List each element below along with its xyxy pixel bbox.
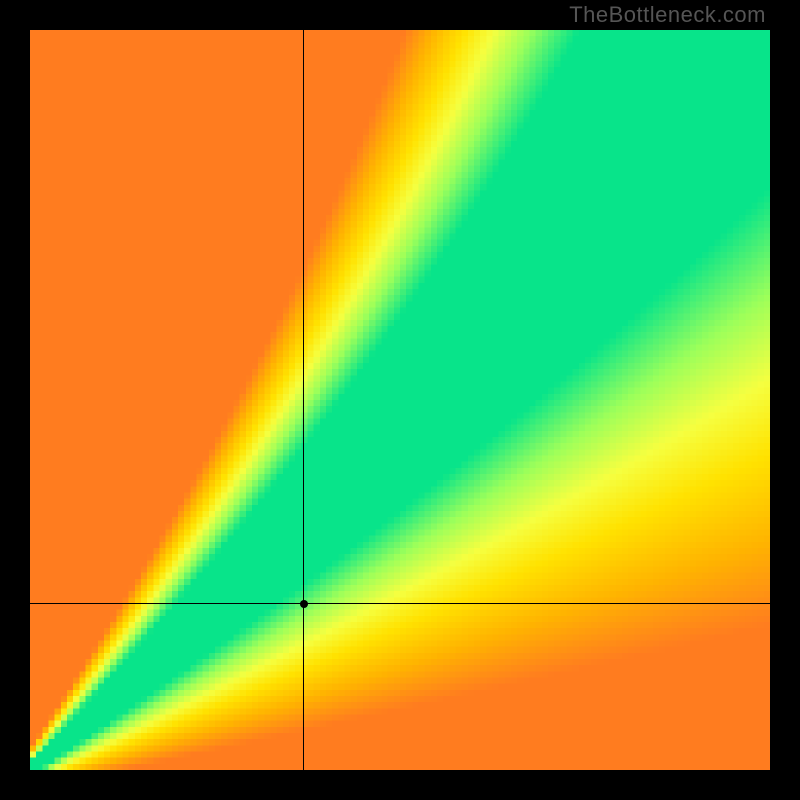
figure-bounds: TheBottleneck.com [0, 0, 800, 800]
watermark-text: TheBottleneck.com [569, 2, 766, 28]
bottleneck-heatmap-plot [30, 30, 770, 770]
